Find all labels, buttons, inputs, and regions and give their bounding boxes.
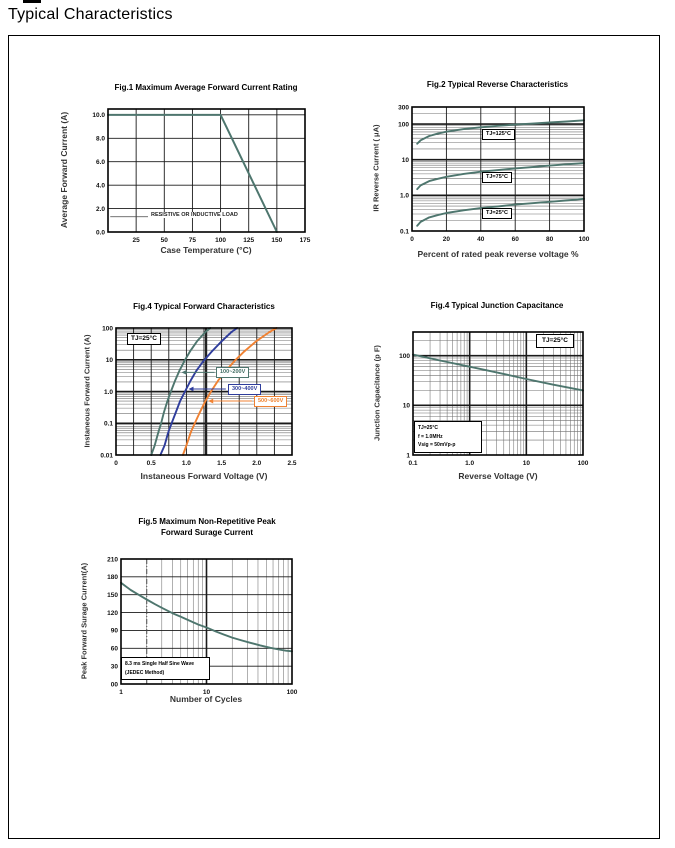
svg-text:1: 1 xyxy=(406,452,410,459)
fig3-label-300-400v: 300~400V xyxy=(228,384,262,395)
fig4-x-axis-label: Reverse Voltage (V) xyxy=(458,471,538,481)
fig3-x-axis-label: Instaneous Forward Voltage (V) xyxy=(140,471,268,481)
svg-text:2.0: 2.0 xyxy=(252,460,261,467)
page-title: Typical Characteristics xyxy=(8,6,173,23)
svg-text:1.0: 1.0 xyxy=(400,193,409,200)
svg-text:10: 10 xyxy=(523,460,531,467)
svg-text:150: 150 xyxy=(271,237,282,244)
svg-text:40: 40 xyxy=(477,236,485,243)
fig2-label-tj125: TJ=125°C xyxy=(482,129,515,140)
fig3-chart: 0 0.5 1.0 1.5 2.0 2.5 0.01 0.1 1.0 10 100 xyxy=(100,325,297,467)
fig2-label-tj25: TJ=25°C xyxy=(482,208,512,219)
svg-text:60: 60 xyxy=(111,646,119,653)
svg-text:25: 25 xyxy=(133,237,141,244)
svg-text:0.5: 0.5 xyxy=(147,460,156,467)
svg-text:0.1: 0.1 xyxy=(400,228,409,235)
svg-text:150: 150 xyxy=(107,592,118,599)
fig4-title: Fig.4 Typical Junction Capacitance xyxy=(430,301,564,310)
svg-text:90: 90 xyxy=(111,628,119,635)
svg-text:8.0: 8.0 xyxy=(96,136,105,143)
svg-text:6.0: 6.0 xyxy=(96,159,105,166)
svg-text:0: 0 xyxy=(114,460,118,467)
fig2-title: Fig.2 Typical Reverse Characteristics xyxy=(426,80,569,89)
fig2-chart: 0 20 40 60 80 100 0.1 1.0 10 100 300 xyxy=(398,104,590,243)
svg-text:100: 100 xyxy=(579,236,590,243)
svg-text:1.0: 1.0 xyxy=(104,389,113,396)
fig4-label-tj25: TJ=25°C xyxy=(536,334,574,348)
svg-text:10.0: 10.0 xyxy=(92,112,105,119)
fig4-condition-tj: TJ=25°C xyxy=(418,425,438,431)
header-rule-fragment xyxy=(23,0,41,3)
fig2-x-axis-label: Percent of rated peak reverse voltage % xyxy=(417,249,579,259)
svg-text:100: 100 xyxy=(215,237,226,244)
svg-text:1.0: 1.0 xyxy=(182,460,191,467)
svg-text:100: 100 xyxy=(398,121,409,128)
fig4-condition-freq: f = 1.0MHz xyxy=(418,433,443,440)
fig1-y-axis-label: Average Forward Current (A) xyxy=(59,111,69,229)
fig5-surge-note-line2: (JEDEC Method) xyxy=(125,669,165,676)
fig3-label-100-200v: 100~200V xyxy=(216,367,250,378)
svg-text:2.5: 2.5 xyxy=(287,460,296,467)
fig3-label-tj25: TJ=25°C xyxy=(127,333,161,345)
fig3-y-axis-label: Instaneous Forward Current (A) xyxy=(82,334,92,448)
svg-text:75: 75 xyxy=(189,237,197,244)
svg-text:10: 10 xyxy=(403,403,411,410)
svg-text:180: 180 xyxy=(107,574,118,581)
fig5-title: Fig.5 Maximum Non-Repetitive Peak Forwar… xyxy=(138,517,276,537)
fig5-surge-note-line1: 8.3 ms Single Half Sine Wave xyxy=(125,661,195,667)
svg-text:100: 100 xyxy=(399,353,410,360)
fig1-x-axis-label: Case Temperature (°C) xyxy=(160,245,252,255)
fig5-surge-note-box: 8.3 ms Single Half Sine Wave (JEDEC Meth… xyxy=(121,657,210,680)
svg-text:0: 0 xyxy=(410,236,414,243)
svg-text:120: 120 xyxy=(107,610,118,617)
svg-text:60: 60 xyxy=(512,236,520,243)
svg-text:100: 100 xyxy=(578,460,589,467)
svg-text:80: 80 xyxy=(546,236,554,243)
svg-text:10: 10 xyxy=(203,689,211,696)
svg-text:20: 20 xyxy=(443,236,451,243)
svg-text:125: 125 xyxy=(243,237,254,244)
svg-text:50: 50 xyxy=(161,237,169,244)
fig2-label-tj75: TJ=75°C xyxy=(482,172,512,183)
svg-text:175: 175 xyxy=(300,237,311,244)
svg-text:0.0: 0.0 xyxy=(96,229,105,236)
fig5-x-axis-label: Number of Cycles xyxy=(169,694,243,704)
svg-text:100: 100 xyxy=(287,689,298,696)
fig5-y-axis-label: Peak Forward Surage Current(A) xyxy=(79,562,89,680)
svg-text:210: 210 xyxy=(107,556,118,563)
svg-text:300: 300 xyxy=(398,104,409,111)
fig4-condition-vsig: Vsig = 50mVp-p xyxy=(418,442,456,448)
fig3-label-500-600v: 500~600V xyxy=(254,396,288,407)
svg-text:0.01: 0.01 xyxy=(100,452,113,459)
svg-text:1.0: 1.0 xyxy=(465,460,474,467)
fig1-title: Fig.1 Maximum Average Forward Current Ra… xyxy=(114,83,298,92)
svg-text:0.1: 0.1 xyxy=(104,421,113,428)
fig4-y-axis-label: Junction Capacitance (p F) xyxy=(372,345,382,441)
svg-text:00: 00 xyxy=(111,681,119,688)
fig2-y-axis-label: IR Reverse Current ( μA) xyxy=(371,124,381,212)
svg-text:1: 1 xyxy=(119,689,123,696)
svg-text:10: 10 xyxy=(106,357,114,364)
fig4-conditions-box: TJ=25°C f = 1.0MHz Vsig = 50mVp-p xyxy=(414,421,482,453)
svg-text:4.0: 4.0 xyxy=(96,182,105,189)
svg-text:100: 100 xyxy=(102,325,113,332)
svg-text:2.0: 2.0 xyxy=(96,206,105,213)
svg-text:1.5: 1.5 xyxy=(217,460,226,467)
fig1-load-note: RESISTIVE OR INDUCTIVE LOAD xyxy=(148,212,241,218)
svg-text:30: 30 xyxy=(111,663,119,670)
svg-text:0.1: 0.1 xyxy=(408,460,417,467)
svg-text:10: 10 xyxy=(402,157,410,164)
fig1-chart: 25 50 75 100 125 150 175 0.0 2.0 4.0 6.0 8.0 10.0 xyxy=(92,108,311,244)
fig3-title: Fig.4 Typical Forward Characteristics xyxy=(133,302,275,311)
